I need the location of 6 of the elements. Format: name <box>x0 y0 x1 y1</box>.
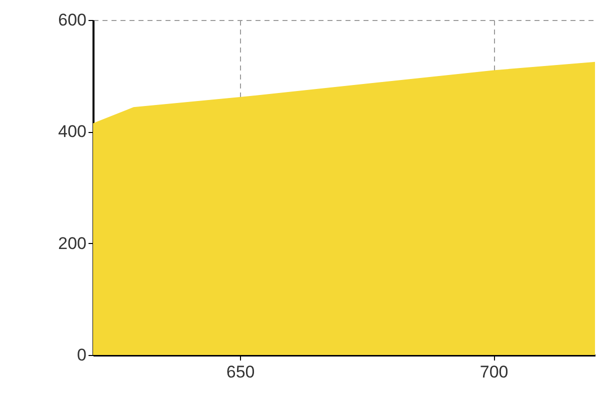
y-tick-label: 200 <box>58 234 86 253</box>
y-tick-label: 400 <box>58 122 86 142</box>
y-tick-label: 0 <box>77 346 86 364</box>
y-tick-label: 600 <box>58 10 86 30</box>
x-tick-label: 700 <box>480 362 508 382</box>
x-tick-label: 650 <box>226 362 255 382</box>
